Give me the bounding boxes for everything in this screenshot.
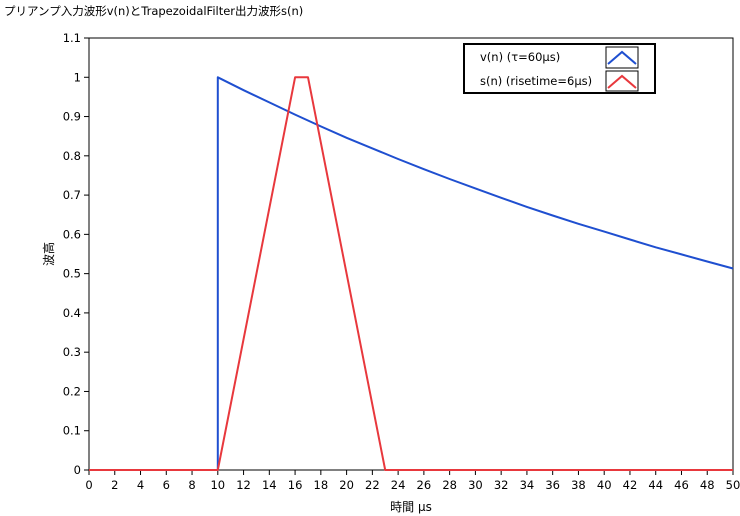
- plot-area: [88, 37, 734, 471]
- y-tick-label: 0.3: [63, 345, 81, 359]
- x-tick-label: 34: [520, 478, 535, 492]
- legend-label-v: v(n) (τ=60μs): [480, 50, 560, 64]
- x-tick-label: 46: [674, 478, 689, 492]
- x-tick-label: 22: [365, 478, 380, 492]
- y-axis: 0 0.1 0.2 0.3 0.4 0.5 0.6 0.7 0.8 0.9 1 1.1: [63, 31, 89, 477]
- legend-line-s: [607, 74, 637, 89]
- x-tick-label: 16: [288, 478, 303, 492]
- x-tick-label: 18: [314, 478, 329, 492]
- legend-swatch-v: [605, 46, 639, 69]
- x-tick-label: 32: [494, 478, 509, 492]
- y-tick-label: 0.5: [63, 267, 81, 281]
- y-tick-label: 0.8: [63, 149, 81, 163]
- x-tick-label: 0: [85, 478, 92, 492]
- x-tick-label: 20: [339, 478, 354, 492]
- x-tick-label: 12: [236, 478, 251, 492]
- x-tick-label: 40: [597, 478, 612, 492]
- y-tick-label: 1.1: [63, 31, 81, 45]
- x-tick-label: 2: [111, 478, 118, 492]
- series-line-v: [89, 76, 734, 471]
- x-tick-label: 36: [545, 478, 560, 492]
- x-tick-label: 10: [210, 478, 225, 492]
- x-tick-label: 50: [726, 478, 740, 492]
- x-tick-label: 14: [262, 478, 277, 492]
- x-tick-label: 8: [188, 478, 195, 492]
- legend-line-v: [607, 50, 637, 65]
- y-tick-label: 0.6: [63, 227, 81, 241]
- legend: v(n) (τ=60μs) s(n) (risetime=6μs): [463, 43, 656, 94]
- y-tick-label: 0.7: [63, 188, 81, 202]
- y-tick-label: 0.2: [63, 384, 81, 398]
- y-tick-label: 0: [74, 463, 81, 477]
- x-tick-label: 38: [571, 478, 586, 492]
- x-axis-label: 時間 μs: [390, 500, 432, 514]
- x-tick-label: 42: [623, 478, 638, 492]
- legend-swatch-s: [605, 70, 639, 92]
- y-tick-label: 0.9: [63, 110, 81, 124]
- y-axis-label: 波高: [41, 242, 56, 266]
- chart-title: プリアンプ入力波形v(n)とTrapezoidalFilter出力波形s(n): [4, 4, 303, 18]
- legend-label-s: s(n) (risetime=6μs): [480, 74, 592, 88]
- series-layer: [89, 76, 734, 471]
- y-tick-label: 0.1: [63, 424, 81, 438]
- x-tick-label: 30: [468, 478, 483, 492]
- series-line-s: [89, 76, 733, 471]
- x-tick-label: 26: [417, 478, 432, 492]
- y-tick-label: 1: [74, 70, 81, 84]
- x-axis: 0 2 4 6 8 10 12 14 16 18 20 22 24 26 28 30 32 34 36 38 40 42 4…: [85, 470, 740, 492]
- x-tick-label: 6: [163, 478, 170, 492]
- x-tick-label: 4: [137, 478, 144, 492]
- x-tick-label: 24: [391, 478, 406, 492]
- x-tick-label: 48: [700, 478, 715, 492]
- x-tick-label: 28: [442, 478, 457, 492]
- x-tick-label: 44: [648, 478, 663, 492]
- y-tick-label: 0.4: [63, 306, 81, 320]
